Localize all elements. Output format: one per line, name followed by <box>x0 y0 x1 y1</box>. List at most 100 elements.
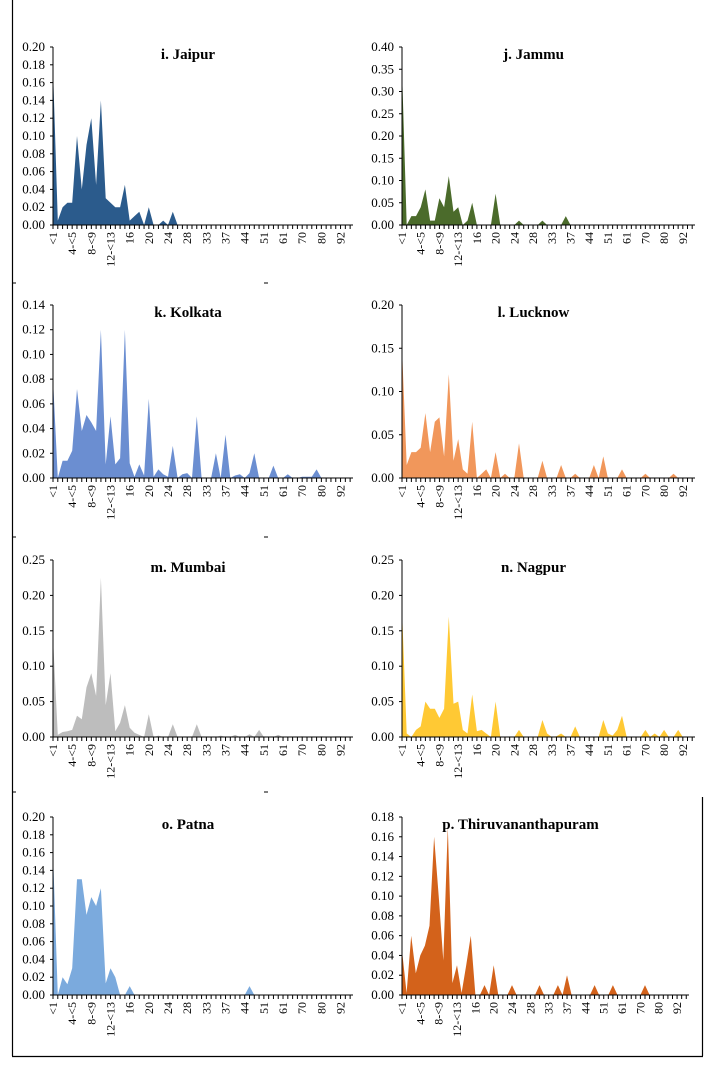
x-tick-label: 92 <box>334 485 348 497</box>
x-tick-label: <1 <box>46 485 60 498</box>
x-tick-label: 33 <box>542 1002 556 1014</box>
x-tick-label: <1 <box>395 232 409 245</box>
x-tick-label: 8-<9 <box>84 232 98 255</box>
x-tick-label: 70 <box>295 1002 309 1014</box>
x-tick-label: 37 <box>564 744 578 756</box>
x-tick-label: 16 <box>123 744 137 756</box>
x-tick-label: 12-<13 <box>451 744 465 779</box>
y-tick-label: 0.06 <box>371 928 394 943</box>
y-tick-label: 0.14 <box>371 849 394 864</box>
x-tick-label: 20 <box>142 232 156 244</box>
x-tick-label: 12-<13 <box>104 1002 118 1037</box>
y-tick-label: 0.25 <box>22 552 45 567</box>
y-tick-label: 0.08 <box>371 908 394 923</box>
x-tick-label: <1 <box>395 744 409 757</box>
x-tick-label: 28 <box>523 1002 537 1014</box>
x-tick-label: 28 <box>180 232 194 244</box>
x-tick-label: 80 <box>314 232 328 244</box>
x-tick-label: 37 <box>219 232 233 244</box>
x-tick-label: 16 <box>470 744 484 756</box>
y-tick-label: 0.14 <box>22 92 45 107</box>
area-series <box>402 69 693 225</box>
x-tick-label: 28 <box>526 744 540 756</box>
y-tick-label: 0.00 <box>371 470 394 485</box>
area-series <box>53 329 351 478</box>
x-tick-label: 12-<13 <box>451 485 465 520</box>
x-tick-label: 24 <box>161 1002 175 1014</box>
x-tick-label: 4-<5 <box>65 744 79 767</box>
x-tick-label: 20 <box>142 744 156 756</box>
y-tick-label: 0.02 <box>22 969 45 984</box>
y-tick-label: 0.20 <box>371 297 394 312</box>
x-tick-label: 16 <box>470 485 484 497</box>
x-tick-label: 20 <box>489 485 503 497</box>
x-tick-label: 8-<9 <box>84 744 98 767</box>
x-tick-label: 4-<5 <box>65 1002 79 1025</box>
x-tick-label: 33 <box>545 232 559 244</box>
y-tick-label: 0.40 <box>371 39 394 54</box>
x-tick-label: 12-<13 <box>104 744 118 779</box>
chart-panel-nagpur: 0.00 0.05 0.10 0.15 0.20 0.25 <1 4-<5 8-<9 12-<13… <box>371 552 695 779</box>
x-tick-label: 8-<9 <box>84 1002 98 1025</box>
chart-panel-lucknow: 0.00 0.05 0.10 0.15 0.20 <1 4-<5 8-<9 12-<13 16 20… <box>371 297 695 520</box>
chart-title: k. Kolkata <box>154 305 222 321</box>
y-tick-label: 0.10 <box>371 384 394 399</box>
y-tick-label: 0.06 <box>22 164 45 179</box>
x-tick-label: 61 <box>276 485 290 497</box>
x-tick-label: <1 <box>46 744 60 757</box>
x-tick-label: 24 <box>507 744 521 756</box>
area-series <box>402 348 693 478</box>
x-tick-label: 44 <box>582 232 596 244</box>
x-tick-label: 37 <box>219 744 233 756</box>
x-tick-label: 24 <box>507 232 521 244</box>
chart-panel-thiruvananthapuram: 0.00 0.02 0.04 0.06 0.08 0.10 0.12 0.14 0.16 0.18… <box>371 809 689 1037</box>
x-tick-label: 92 <box>676 232 690 244</box>
y-tick-label: 0.12 <box>22 880 45 895</box>
x-tick-label: 80 <box>652 1002 666 1014</box>
y-tick-label: 0.04 <box>22 951 45 966</box>
y-tick-label: 0.00 <box>22 987 45 1002</box>
x-tick-label: 37 <box>219 485 233 497</box>
x-tick-label: 8-<9 <box>84 485 98 508</box>
x-tick-label: 70 <box>638 485 652 497</box>
x-tick-label: 51 <box>257 1002 271 1014</box>
x-tick-label: 92 <box>334 232 348 244</box>
y-tick-label: 0.14 <box>22 862 45 877</box>
y-tick-label: 0.16 <box>22 75 45 90</box>
area-series <box>53 852 351 995</box>
y-tick-label: 0.12 <box>371 868 394 883</box>
y-tick-label: 0.05 <box>371 427 394 442</box>
y-tick-label: 0.10 <box>22 658 45 673</box>
y-tick-label: 0.12 <box>22 322 45 337</box>
x-tick-label: 24 <box>161 744 175 756</box>
x-tick-label: 92 <box>676 744 690 756</box>
x-tick-label: 16 <box>123 485 137 497</box>
y-tick-label: 0.16 <box>371 829 394 844</box>
x-tick-label: 70 <box>295 485 309 497</box>
y-tick-label: 0.15 <box>371 340 394 355</box>
y-tick-label: 0.08 <box>22 916 45 931</box>
y-tick-label: 0.14 <box>22 297 45 312</box>
x-tick-label: 44 <box>578 1002 592 1014</box>
x-tick-label: 44 <box>238 1002 252 1014</box>
y-tick-label: 0.16 <box>22 845 45 860</box>
y-tick-label: 0.15 <box>371 150 394 165</box>
x-tick-label: 33 <box>199 232 213 244</box>
x-tick-label: 16 <box>123 232 137 244</box>
y-tick-label: 0.10 <box>22 898 45 913</box>
chart-panel-kolkata: 0.00 0.02 0.04 0.06 0.08 0.10 0.12 0.14 <1 4-<5 8-… <box>22 297 353 520</box>
x-tick-label: 51 <box>601 232 615 244</box>
x-tick-label: 44 <box>582 485 596 497</box>
x-tick-label: 44 <box>238 232 252 244</box>
x-tick-label: 37 <box>219 1002 233 1014</box>
y-tick-label: 0.00 <box>371 729 394 744</box>
x-tick-label: 61 <box>615 1002 629 1014</box>
x-tick-label: 4-<5 <box>414 485 428 508</box>
y-tick-label: 0.00 <box>371 217 394 232</box>
y-tick-label: 0.05 <box>22 694 45 709</box>
x-tick-label: 51 <box>597 1002 611 1014</box>
x-tick-label: 16 <box>470 232 484 244</box>
y-tick-label: 0.06 <box>22 396 45 411</box>
chart-title: l. Lucknow <box>498 305 570 321</box>
x-tick-label: 20 <box>487 1002 501 1014</box>
